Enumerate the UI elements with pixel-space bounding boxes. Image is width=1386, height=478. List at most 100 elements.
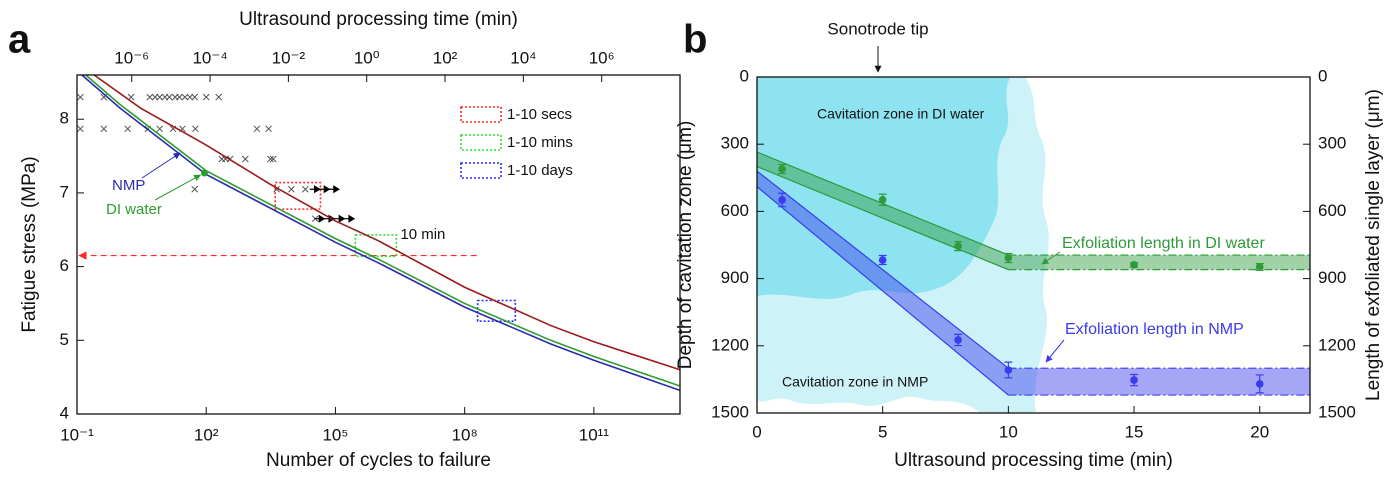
- y2-tick-label: 0: [1318, 66, 1327, 85]
- annotation: Sonotrode tip: [827, 19, 928, 38]
- data-point: [215, 93, 223, 101]
- y-axis-title: Fatigue stress (MPa): [19, 156, 40, 332]
- data-point: [166, 93, 173, 101]
- data-point: [267, 155, 274, 163]
- data-point: [878, 256, 887, 264]
- data-point: [265, 125, 272, 133]
- runout-point: [328, 185, 341, 194]
- y-tick-label: 0: [740, 66, 749, 85]
- data-point: [77, 125, 84, 133]
- x-axis-title: Ultrasound processing time (min): [894, 450, 1173, 471]
- x2-tick-label: 10²: [433, 48, 458, 67]
- legend-swatch: [460, 134, 502, 151]
- annotation-arrow: [1045, 339, 1065, 363]
- time-window: [354, 234, 398, 258]
- y2-tick-label: 1200: [1318, 335, 1356, 354]
- y-tick-label: 1200: [711, 335, 749, 354]
- y2-tick-label: 900: [1318, 268, 1346, 287]
- sn-curve: [81, 74, 681, 392]
- y-tick-label: 4: [60, 403, 69, 422]
- data-point: [191, 93, 199, 101]
- data-point: [100, 125, 108, 133]
- band-edge: [756, 186, 1009, 396]
- data-point: [192, 125, 199, 133]
- band-edge: [756, 166, 1009, 271]
- data-point: [269, 155, 277, 163]
- curve-label: NMP: [112, 177, 145, 194]
- x2-tick-label: 10⁶: [589, 48, 615, 67]
- y-tick-label: 5: [60, 330, 69, 349]
- y-tick-label: 1500: [711, 402, 749, 421]
- plot-frame: [756, 76, 1311, 414]
- x-tick-label: 10²: [194, 425, 219, 444]
- data-point: [1130, 261, 1138, 269]
- x-tick-label: 0: [752, 422, 761, 441]
- annotation-arrow: [141, 152, 181, 179]
- data-point: [1130, 376, 1138, 384]
- data-point: [954, 336, 962, 344]
- data-point: [1255, 380, 1264, 388]
- data-point: [181, 93, 189, 101]
- data-point: [778, 196, 786, 204]
- data-point: [253, 125, 261, 133]
- annotation-arrow: [1041, 251, 1061, 265]
- data-point: [77, 93, 84, 101]
- x-tick-label: 10⁵: [322, 425, 348, 444]
- x-tick-label: 20: [1250, 422, 1269, 441]
- annotation-arrow: [154, 174, 202, 201]
- y-tick-label: 600: [721, 201, 749, 220]
- y2-tick-label: 1500: [1318, 402, 1356, 421]
- legend-label: 1-10 mins: [507, 134, 573, 151]
- series-label: Exfoliation length in DI water: [1062, 235, 1265, 252]
- data-point: [191, 185, 199, 193]
- y2-tick-label: 600: [1318, 201, 1346, 220]
- x2-tick-label: 10⁴: [510, 48, 536, 67]
- runout-point: [344, 214, 356, 223]
- data-point: [241, 155, 249, 163]
- top-axis-title: Ultrasound processing time (min): [239, 9, 518, 30]
- x-tick-label: 10: [999, 422, 1018, 441]
- x-tick-label: 10⁻¹: [60, 425, 94, 444]
- data-point: [146, 93, 154, 101]
- legend-label: 1-10 secs: [507, 106, 572, 123]
- runout-point: [314, 214, 326, 223]
- series-label: Exfoliation length in NMP: [1065, 321, 1244, 338]
- runout-point: [334, 214, 346, 223]
- data-point: [878, 195, 887, 204]
- runout-point: [309, 185, 321, 194]
- y2-tick-label: 300: [1318, 134, 1346, 153]
- highlight-point: [200, 169, 208, 177]
- annotation: 10 min: [400, 226, 445, 243]
- sn-curve: [85, 74, 681, 387]
- data-point: [1004, 366, 1013, 374]
- data-point: [778, 165, 786, 173]
- data-point: [202, 93, 210, 101]
- x-tick-label: 10⁸: [452, 425, 478, 444]
- x2-tick-label: 10⁰: [354, 48, 380, 67]
- panel-label: b: [683, 18, 707, 62]
- band-edge: [756, 170, 1009, 369]
- cavitation-zone-di-water: [757, 77, 1010, 299]
- panel-label: a: [8, 18, 31, 62]
- x-tick-label: 10¹¹: [579, 425, 610, 444]
- legend-swatch: [460, 106, 502, 123]
- exfoliation-band: [757, 171, 1310, 396]
- y-tick-label: 7: [60, 182, 69, 201]
- data-point: [1004, 254, 1013, 262]
- y2-axis-title: Length of exfoliated single layer (μm): [1363, 89, 1384, 401]
- data-point: [156, 93, 164, 101]
- exfoliation-band: [757, 152, 1310, 270]
- x2-tick-label: 10⁻²: [272, 48, 306, 67]
- panel-b: b Ultrasound processing time (min) Depth o…: [675, 18, 1384, 471]
- data-point: [954, 242, 962, 250]
- y-tick-label: 8: [60, 109, 69, 128]
- curve-label: DI water: [106, 201, 162, 218]
- panel-a: a Ultrasound processing time (min) Number …: [8, 9, 681, 471]
- y-tick-label: 6: [60, 256, 69, 275]
- y-axis-title: Depth of cavitation zone (μm): [675, 121, 696, 370]
- data-point: [124, 125, 132, 133]
- time-window: [274, 181, 322, 210]
- x2-tick-label: 10⁻⁶: [114, 48, 149, 67]
- data-point: [288, 185, 295, 193]
